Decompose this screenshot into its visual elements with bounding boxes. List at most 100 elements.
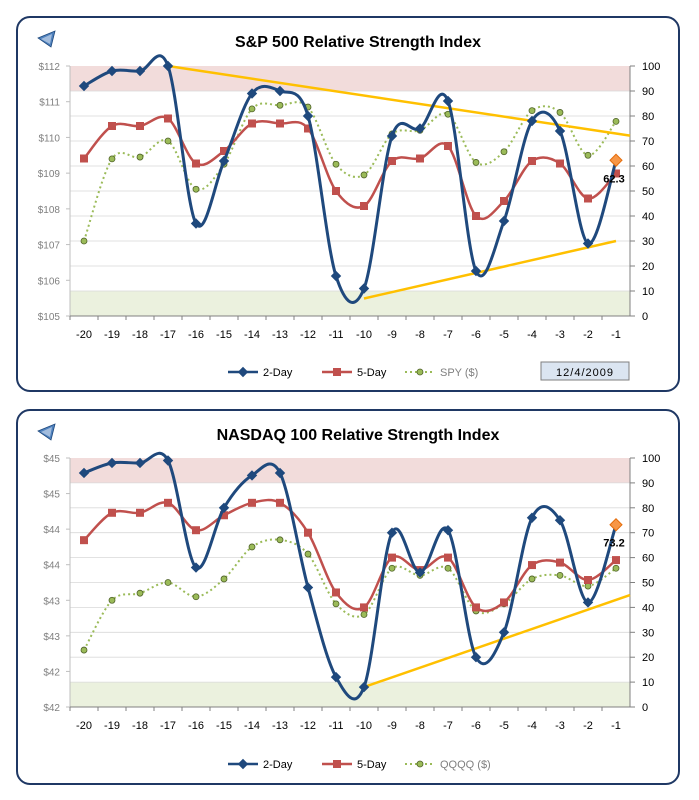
5day-point (472, 603, 480, 612)
price-point (528, 575, 536, 583)
5day-point (108, 508, 116, 517)
price-point (80, 646, 88, 654)
5day-point (332, 187, 340, 195)
trendline (363, 593, 631, 689)
5day-point (360, 603, 368, 612)
legend-marker (333, 760, 341, 768)
right-axis-label: 70 (642, 528, 654, 540)
5day-point (500, 598, 508, 607)
x-axis-label: -2 (583, 329, 593, 341)
price-point (136, 153, 144, 161)
series-line-price (83, 538, 617, 651)
left-axis-label: $108 (38, 205, 61, 216)
price-point (500, 148, 508, 156)
x-axis-label: -1 (611, 329, 621, 341)
right-axis-label: 10 (642, 286, 654, 298)
x-axis-label: -9 (387, 720, 397, 732)
left-axis-label: $42 (43, 667, 60, 678)
right-axis-label: 40 (642, 211, 654, 223)
price-point (164, 137, 172, 145)
5day-point (108, 122, 116, 130)
price-point (556, 109, 564, 116)
price-point (612, 564, 620, 572)
price-point (528, 107, 536, 115)
price-point (360, 611, 368, 618)
2day-point (582, 597, 594, 608)
right-axis-label: 60 (642, 161, 654, 173)
2day-point (78, 467, 90, 479)
price-point (388, 564, 396, 572)
legend-marker (237, 366, 249, 378)
chart-sp500: S&P 500 Relative Strength Index100908070… (37, 30, 660, 381)
2day-point (358, 283, 370, 294)
x-axis-label: -11 (328, 329, 343, 341)
2day-point (274, 85, 286, 97)
legend-label: 5-Day (357, 759, 387, 771)
2day-point (330, 671, 342, 683)
left-axis-label: $110 (38, 133, 60, 144)
price-point (276, 101, 284, 109)
2day-point (386, 527, 398, 538)
legend-label: 5-Day (357, 367, 387, 379)
right-axis-label: 30 (642, 627, 654, 639)
2day-point (498, 215, 510, 227)
2day-point (554, 125, 566, 137)
2day-point (190, 218, 202, 229)
2day-point (414, 567, 426, 578)
2day-point (106, 65, 118, 77)
2day-point (106, 457, 118, 469)
x-axis-label: -13 (272, 329, 288, 341)
back-triangle-icon[interactable] (37, 423, 56, 441)
data-label: 73.2 (603, 538, 624, 550)
right-axis-label: 40 (642, 602, 654, 614)
series-line-price (83, 101, 617, 242)
5day-point (416, 154, 424, 163)
x-axis-label: -5 (499, 329, 509, 341)
x-axis-label: -7 (443, 720, 453, 732)
overbought-band (70, 66, 630, 91)
legend-label: 2-Day (263, 759, 293, 771)
legend-marker (237, 758, 249, 770)
right-axis-label: 0 (642, 311, 648, 323)
x-axis-label: -16 (188, 720, 204, 732)
price-point (332, 160, 340, 168)
chart-title: S&P 500 Relative Strength Index (235, 34, 481, 51)
back-triangle-icon[interactable] (37, 30, 56, 48)
price-point (80, 237, 88, 245)
5day-point (164, 498, 172, 507)
left-axis-label: $112 (38, 62, 60, 73)
5day-point (192, 526, 200, 535)
price-point (584, 151, 592, 159)
x-axis-label: -14 (244, 720, 260, 732)
overbought-band (70, 458, 630, 483)
5day-point (388, 157, 396, 165)
5day-point (276, 119, 284, 128)
right-axis-label: 50 (642, 186, 654, 198)
x-axis-label: -8 (415, 329, 425, 341)
price-point (192, 185, 200, 193)
2day-point (134, 457, 146, 469)
2day-point (162, 455, 174, 466)
x-axis-label: -4 (527, 329, 537, 341)
2day-point (498, 627, 510, 638)
5day-point (528, 157, 536, 165)
right-axis-label: 0 (642, 702, 648, 714)
legend-label: SPY ($) (440, 367, 478, 379)
left-axis-label: $106 (38, 276, 61, 287)
highlight-point (609, 518, 623, 532)
right-axis-label: 100 (642, 61, 660, 73)
x-axis-label: -15 (216, 720, 232, 732)
date-label: 12/4/2009 (556, 367, 614, 379)
5day-point (136, 508, 144, 517)
5day-point (360, 202, 368, 210)
5day-point (164, 114, 172, 123)
back-triangle-highlight (41, 34, 52, 44)
2day-point (526, 115, 538, 127)
x-axis-label: -19 (104, 329, 120, 341)
2day-point (134, 65, 146, 77)
x-axis-label: -6 (471, 329, 481, 341)
price-point (556, 571, 564, 579)
legend-marker (416, 368, 424, 376)
5day-point (556, 558, 564, 567)
right-axis-label: 20 (642, 261, 654, 273)
